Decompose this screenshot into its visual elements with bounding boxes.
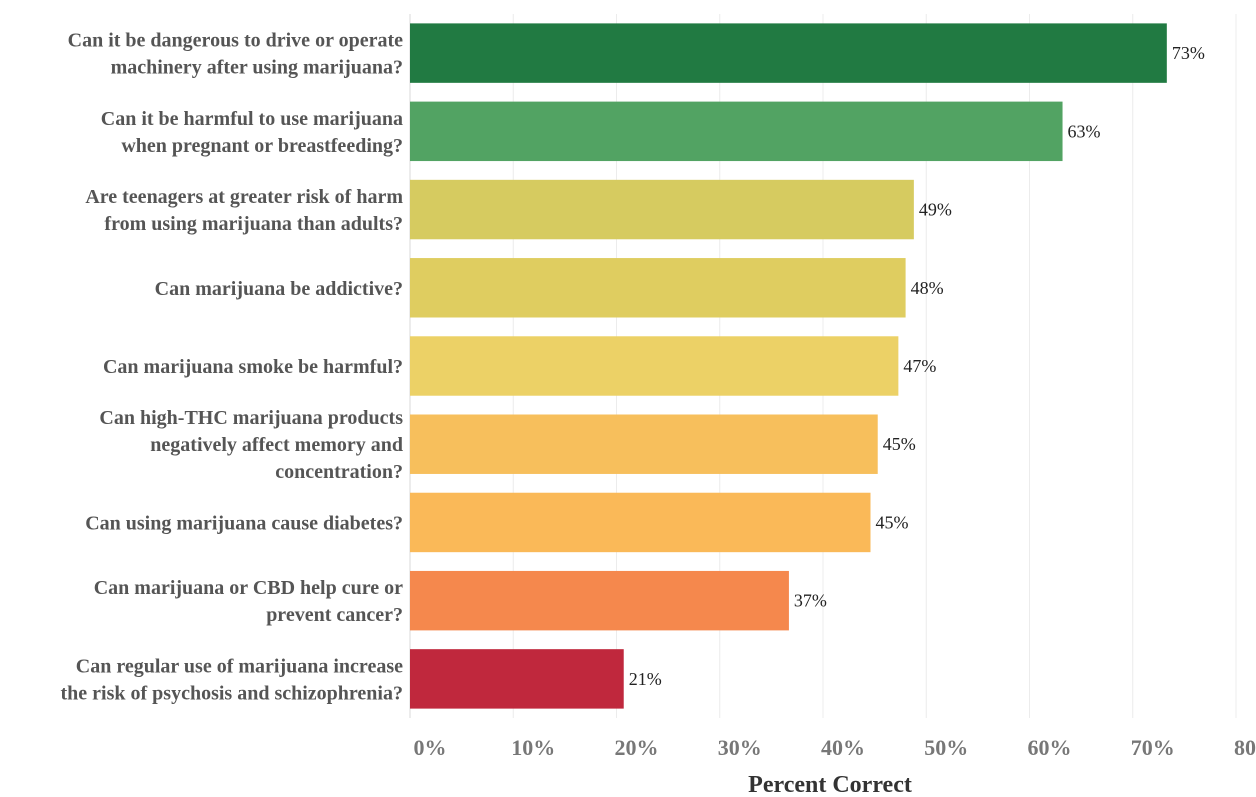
value-label: 49% [919, 200, 952, 220]
value-label: 48% [911, 278, 944, 298]
x-tick-label: 30% [718, 735, 762, 760]
x-axis-title: Percent Correct [748, 772, 912, 797]
category-label: Can it be harmful to use marijuana when p… [101, 108, 403, 157]
x-tick-label: 40% [821, 735, 865, 760]
bar [410, 414, 878, 474]
category-label: Can it be dangerous to drive or operate m… [68, 30, 403, 79]
x-tick-label: 50% [924, 735, 968, 760]
bar [410, 570, 789, 631]
value-label: 47% [903, 356, 936, 376]
x-tick-label: 10% [511, 735, 555, 760]
category-label: Can marijuana smoke be harmful? [103, 356, 403, 378]
bar [410, 649, 624, 709]
value-label: 21% [629, 669, 662, 689]
x-tick-label: 0% [414, 735, 447, 760]
x-axis-ticks: 0% 10% 20% 30% 40% 50% 60% 70% 80% [414, 735, 1256, 760]
bar [410, 258, 906, 318]
category-labels: Can it be dangerous to drive or operate m… [61, 30, 404, 705]
category-label: Are teenagers at greater risk of harm fro… [85, 186, 403, 235]
category-label: Can high-THC marijuana products negativel… [99, 407, 403, 483]
value-labels: 73% 63% 49% 48% 47% 45% 45% 37% 21% [629, 43, 1205, 689]
x-tick-label: 20% [615, 735, 659, 760]
bar [410, 23, 1167, 83]
bar [410, 336, 899, 396]
x-tick-label: 80% [1234, 735, 1256, 760]
category-label: Can regular use of marijuana increase the… [61, 655, 404, 704]
value-label: 45% [875, 512, 908, 532]
bar [410, 179, 914, 240]
x-tick-label: 60% [1028, 735, 1072, 760]
x-tick-label: 70% [1131, 735, 1175, 760]
category-label: Can using marijuana cause diabetes? [85, 512, 403, 534]
bars [410, 23, 1167, 709]
value-label: 45% [883, 434, 916, 454]
value-label: 63% [1068, 121, 1101, 141]
category-label: Can marijuana or CBD help cure or prevent… [94, 577, 403, 626]
bar [410, 492, 871, 553]
value-label: 73% [1172, 43, 1205, 63]
category-label: Can marijuana be addictive? [155, 278, 403, 300]
value-label: 37% [794, 591, 827, 611]
bar [410, 101, 1063, 162]
